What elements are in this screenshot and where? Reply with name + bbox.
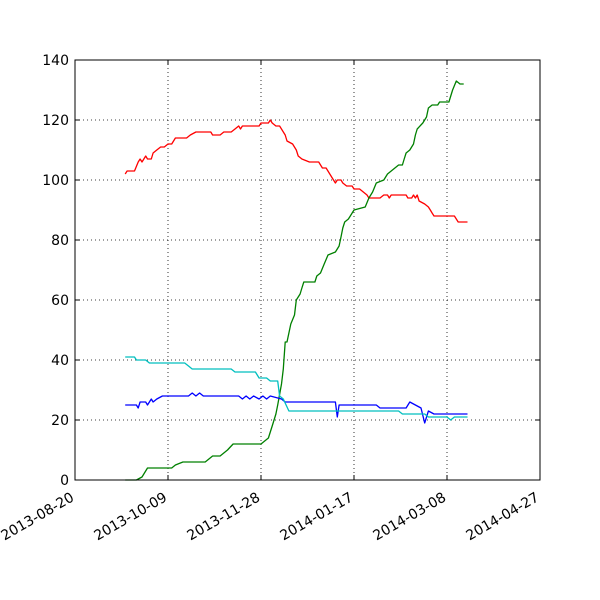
- y-tick-label: 100: [42, 173, 69, 189]
- y-tick-label: 140: [42, 53, 69, 69]
- x-tick-label: 2014-01-17: [278, 490, 356, 545]
- y-tick-label: 60: [51, 293, 69, 309]
- y-tick-label: 20: [51, 413, 69, 429]
- axis-ticks: [74, 59, 541, 481]
- y-axis-tick-labels: 0 20 40 60 80 100 120 140: [42, 53, 69, 489]
- grid-lines: [74, 59, 541, 481]
- series-line-2: [125, 80, 464, 481]
- x-axis-tick-labels: 2013-08-20 2013-10-09 2013-11-28 2014-01-17…: [0, 490, 542, 545]
- plot-frame: [74, 59, 541, 481]
- x-tick-label: 2013-08-20: [0, 490, 77, 545]
- y-tick-label: 80: [51, 233, 69, 249]
- y-tick-label: 40: [51, 353, 69, 369]
- x-tick-label: 2013-10-09: [92, 490, 170, 545]
- x-tick-label: 2014-04-27: [464, 490, 542, 545]
- series-line-4: [125, 356, 468, 421]
- y-tick-label: 120: [42, 113, 69, 129]
- x-tick-label: 2014-03-08: [371, 490, 449, 545]
- series-line-3: [125, 392, 468, 424]
- x-tick-label: 2013-11-28: [185, 490, 263, 545]
- series-layer: [124, 80, 468, 481]
- y-tick-label: 0: [60, 473, 69, 489]
- series-line-1: [124, 119, 468, 223]
